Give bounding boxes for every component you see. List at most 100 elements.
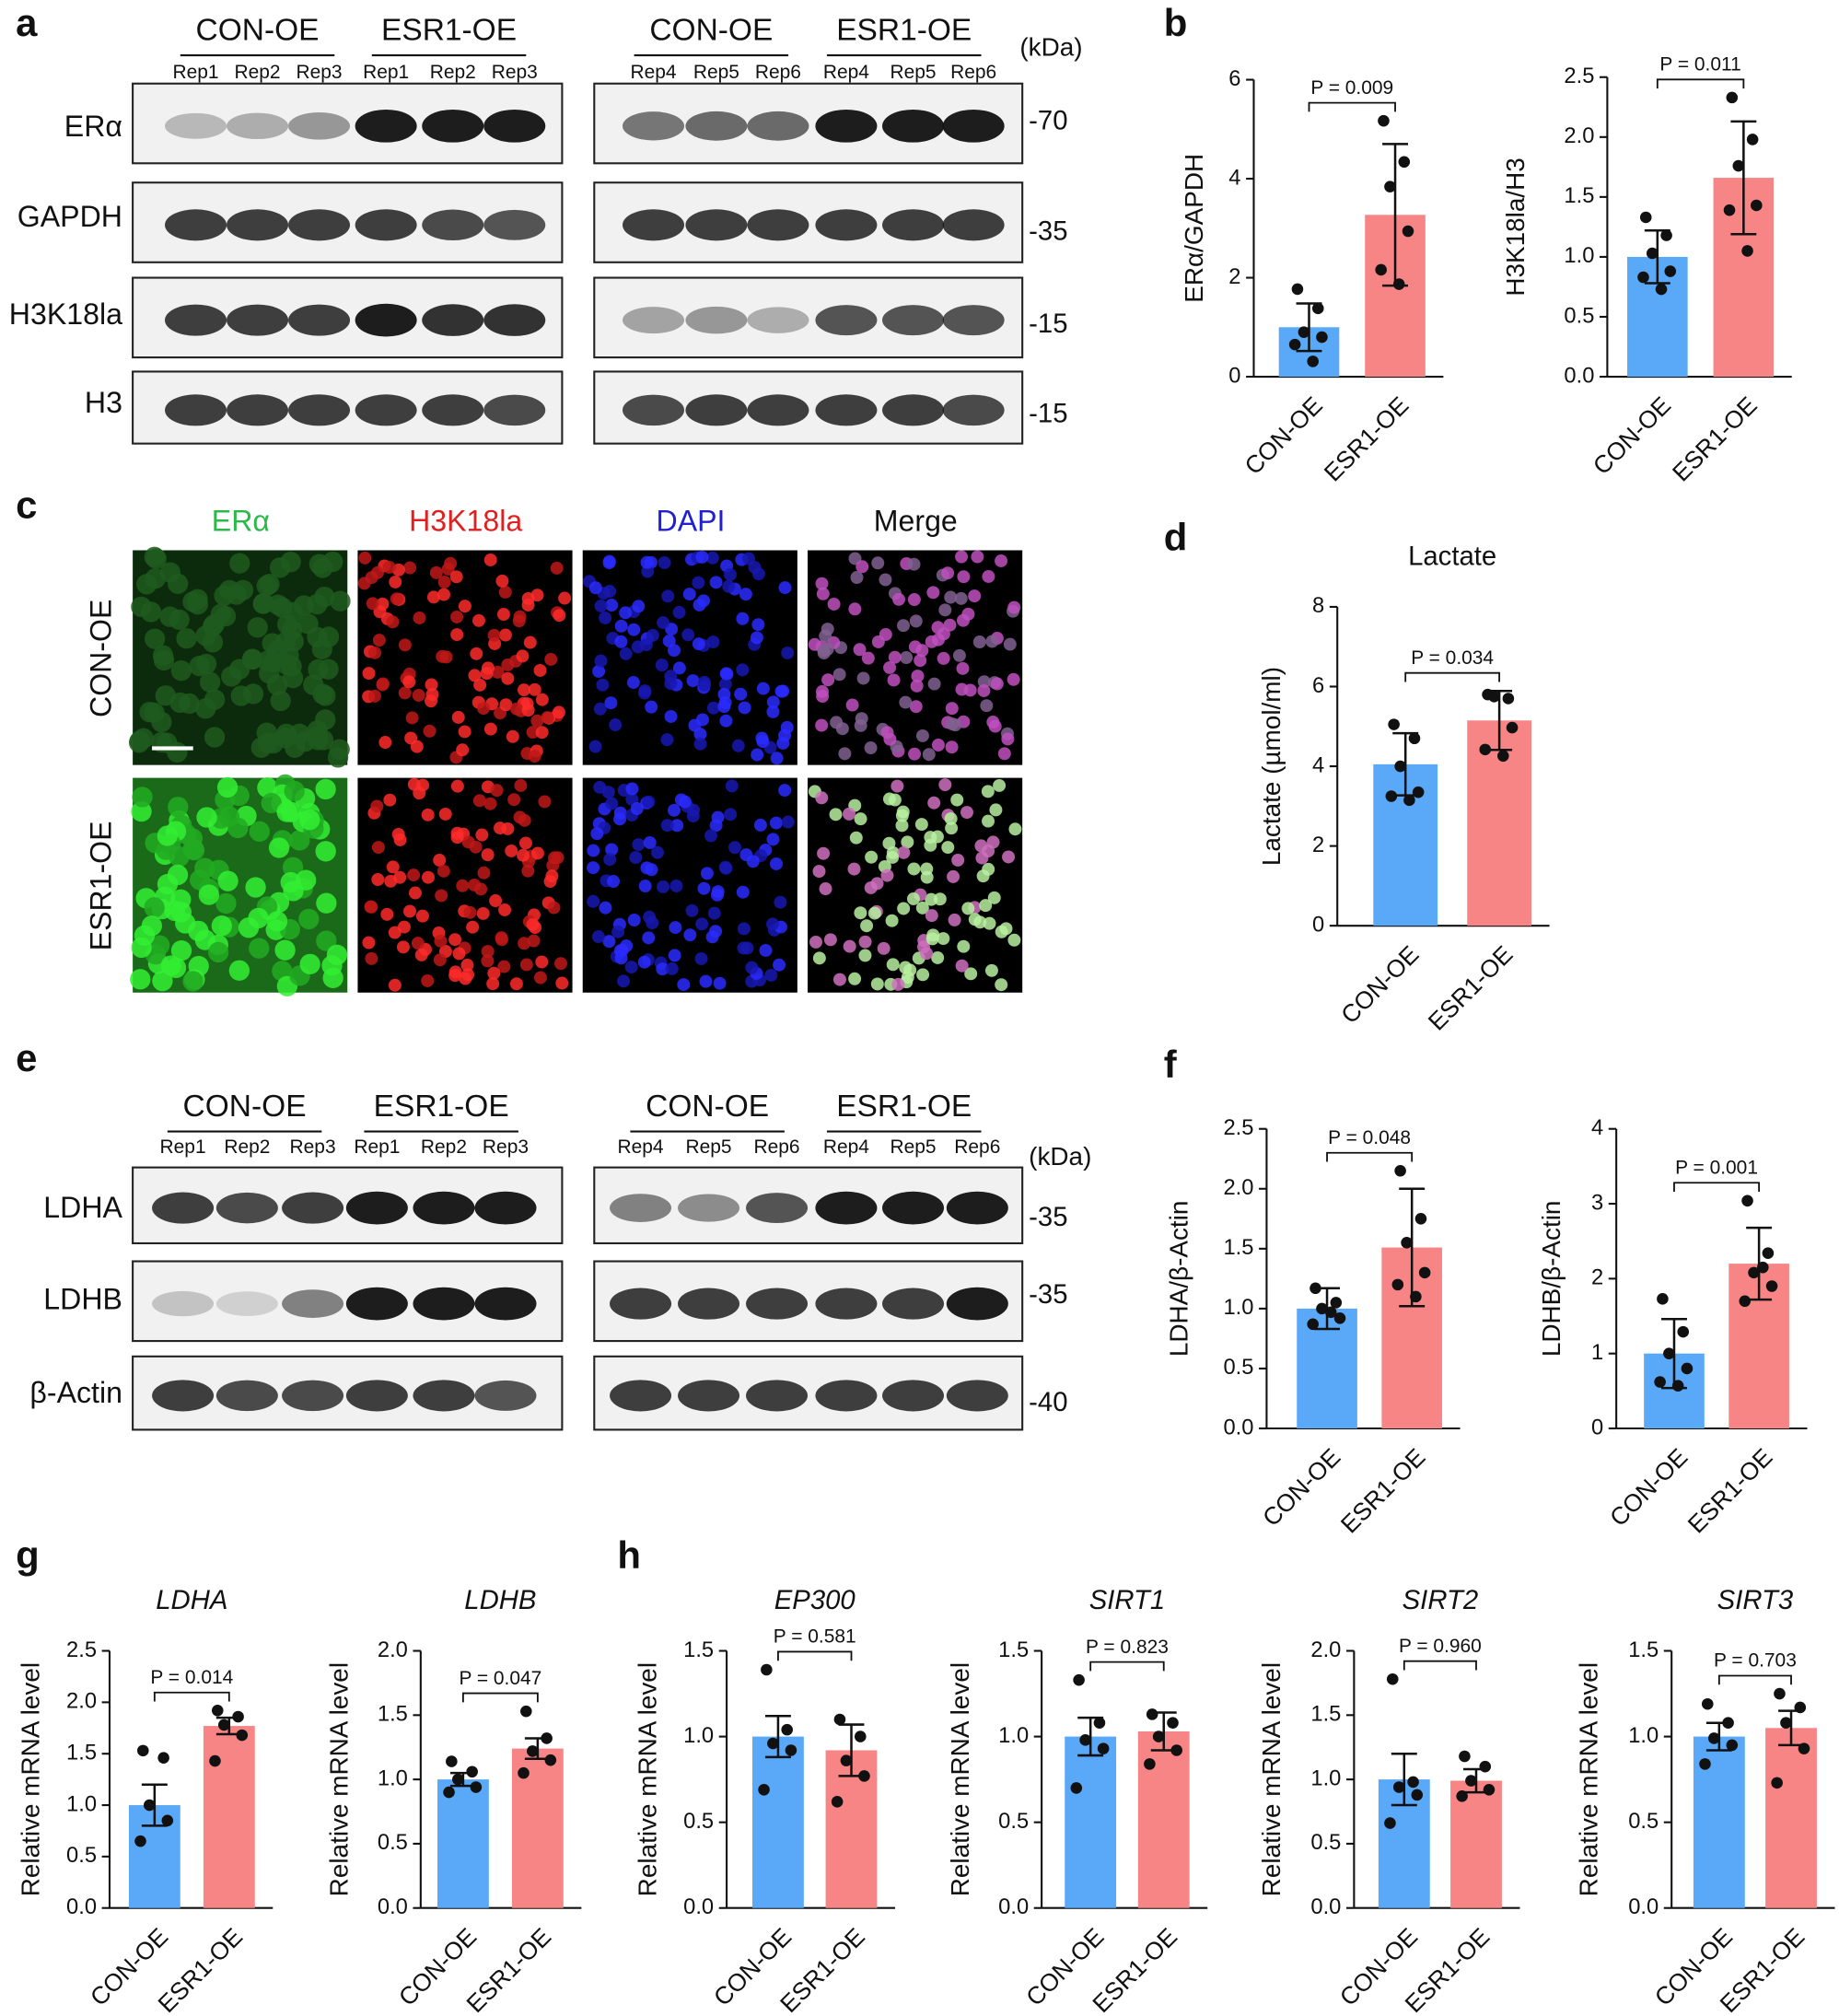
data-point (1410, 1290, 1422, 1303)
channel-label: Merge (874, 505, 958, 538)
cell (368, 646, 382, 659)
cell (830, 716, 844, 729)
cell (475, 828, 489, 842)
cell (695, 917, 709, 931)
cell (963, 683, 977, 697)
cell (533, 971, 547, 985)
cell (498, 628, 512, 642)
y-tick-label: 2.5 (1564, 64, 1594, 88)
cell (378, 736, 392, 749)
x-tick-label: CON-OE (1240, 391, 1328, 480)
cell (517, 848, 530, 862)
y-tick-label: 1.5 (1564, 184, 1594, 208)
bar (203, 1726, 255, 1908)
data-point (1298, 326, 1310, 338)
cell (815, 577, 829, 590)
cell (678, 795, 692, 809)
cell (281, 619, 303, 641)
bar (1450, 1780, 1502, 1908)
blot-band (815, 209, 878, 241)
cell (977, 675, 991, 689)
data-point (446, 1755, 458, 1767)
y-tick-label: 0.5 (1628, 1810, 1659, 1834)
data-point (1479, 743, 1492, 756)
lane-label: Rep5 (686, 1136, 732, 1158)
cell (588, 740, 602, 753)
cell (413, 612, 426, 624)
blot-band (685, 209, 748, 241)
cell (130, 969, 151, 990)
cell (982, 570, 995, 583)
cell (483, 797, 497, 810)
cell (461, 968, 475, 982)
cell (321, 955, 343, 976)
y-tick-label: 1 (1591, 1341, 1603, 1365)
cell (638, 684, 652, 698)
cell (658, 556, 671, 569)
cell (409, 886, 422, 900)
cell (892, 592, 905, 606)
data-point (443, 1786, 455, 1799)
blot-band (610, 1194, 672, 1222)
cell (170, 940, 192, 961)
cell (718, 677, 732, 691)
cell (819, 629, 832, 643)
lane-label: Rep2 (235, 62, 281, 83)
lane-label: Rep1 (354, 1136, 400, 1158)
cell (450, 779, 464, 793)
cell (298, 908, 320, 930)
cell (682, 588, 696, 601)
cell (188, 920, 209, 942)
cell (925, 909, 938, 923)
cell (704, 829, 717, 843)
cell (262, 633, 283, 654)
cell (968, 589, 982, 603)
cell (530, 714, 544, 728)
p-value: P = 0.823 (1086, 1637, 1169, 1658)
cell (961, 902, 975, 915)
data-point (1456, 1789, 1468, 1802)
cell (436, 864, 450, 878)
cell (997, 747, 1011, 761)
y-tick-label: 0.5 (998, 1810, 1029, 1834)
p-value: P = 0.047 (459, 1668, 541, 1689)
cell (268, 837, 290, 858)
blot-band (282, 1380, 344, 1412)
chart-title: Lactate (1408, 542, 1496, 572)
cell (938, 778, 952, 792)
cell (521, 591, 535, 605)
blot-band (685, 306, 748, 334)
cell (398, 686, 412, 700)
cell (642, 795, 656, 809)
y-tick-label: 1.0 (378, 1766, 408, 1790)
cell (706, 701, 720, 715)
blot-band (483, 209, 546, 240)
data-point (1330, 1297, 1343, 1309)
blot-band (882, 109, 945, 143)
cell (885, 914, 899, 927)
cell (168, 573, 189, 594)
cell (832, 973, 846, 986)
data-point (1765, 1280, 1778, 1292)
data-point (1388, 718, 1400, 730)
blot-band (623, 111, 685, 141)
cell (854, 906, 867, 920)
cell (199, 671, 221, 693)
group-label: CON-OE (649, 14, 773, 48)
data-point (1751, 199, 1763, 212)
cell (458, 600, 471, 613)
p-value: P = 0.581 (774, 1626, 856, 1648)
cell (195, 625, 216, 647)
lane-label: Rep4 (823, 1136, 869, 1158)
data-point (1398, 156, 1411, 169)
marker-label: -15 (1029, 399, 1067, 429)
cell (947, 869, 960, 883)
protein-label: β-Actin (29, 1376, 122, 1409)
cell (957, 570, 971, 584)
cell (656, 962, 669, 976)
cell (695, 550, 709, 564)
data-point (1771, 1777, 1783, 1789)
cell (686, 674, 700, 688)
cell (398, 638, 412, 652)
cell (933, 892, 947, 906)
